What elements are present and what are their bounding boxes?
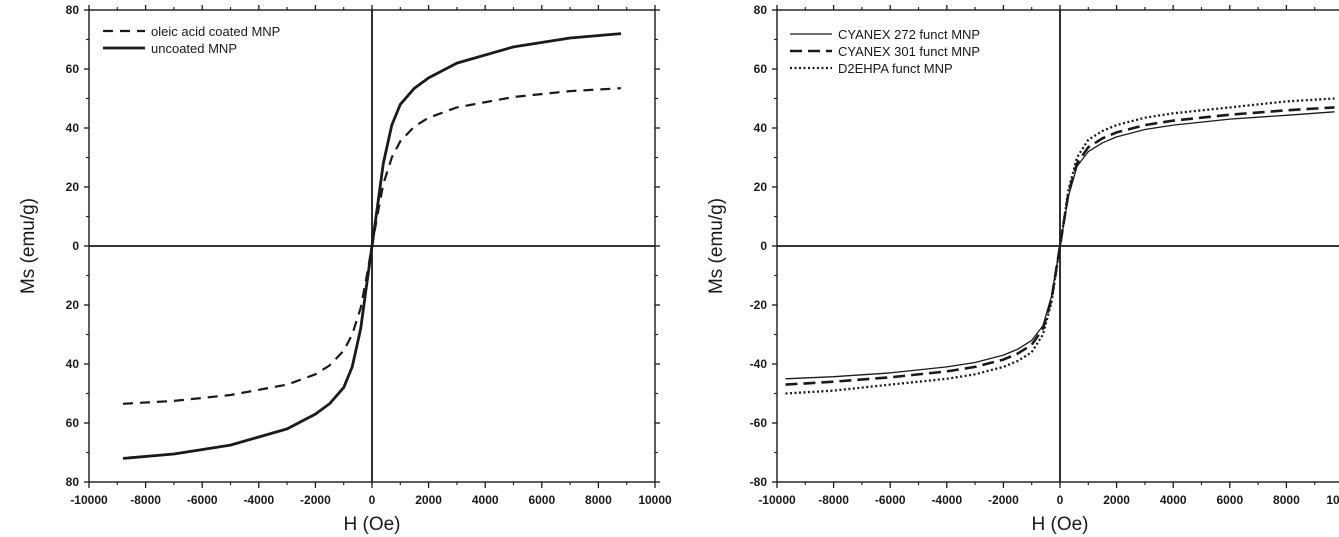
x-tick-label: 8000 bbox=[1273, 493, 1300, 507]
x-tick-label: -4000 bbox=[931, 493, 962, 507]
y-tick-label: 0 bbox=[72, 239, 79, 253]
x-tick-label: -10000 bbox=[758, 493, 796, 507]
x-axis-title: H (Oe) bbox=[344, 514, 401, 535]
chart-left: -10000 -8000 -6000 -4000 -2000 0 2000 4000 6000 8… bbox=[18, 3, 672, 535]
legend-label: oleic acid coated MNP bbox=[151, 24, 280, 39]
x-tick-label: 0 bbox=[1057, 493, 1064, 507]
y-axis-title: Ms (emu/g) bbox=[18, 198, 39, 294]
x-tick-label: 4000 bbox=[472, 493, 499, 507]
x-tick-label: -6000 bbox=[875, 493, 906, 507]
legend-label: D2EHPA funct MNP bbox=[838, 61, 953, 76]
y-tick-label: 40 bbox=[66, 357, 80, 371]
y-tick-label: 60 bbox=[66, 62, 80, 76]
y-tick-label: -60 bbox=[750, 416, 768, 430]
x-tick-label: -6000 bbox=[187, 493, 218, 507]
legend-label: CYANEX 301 funct MNP bbox=[838, 44, 980, 59]
y-tick-label: 80 bbox=[754, 3, 768, 17]
legend-label: uncoated MNP bbox=[151, 41, 237, 56]
x-tick-label: 10000 bbox=[1326, 493, 1339, 507]
x-tick-label: 2000 bbox=[1103, 493, 1130, 507]
y-tick-label: 20 bbox=[754, 180, 768, 194]
series-line-cyanex-272-funct-mnp bbox=[785, 111, 1335, 380]
y-tick-label: 40 bbox=[66, 121, 80, 135]
x-tick-label: -4000 bbox=[243, 493, 274, 507]
x-tick-label: 4000 bbox=[1160, 493, 1187, 507]
y-tick-label: 40 bbox=[754, 121, 768, 135]
x-tick-label: 8000 bbox=[585, 493, 612, 507]
x-tick-label: -10000 bbox=[70, 493, 108, 507]
x-tick-label: 6000 bbox=[528, 493, 555, 507]
series-line-uncoated-mnp bbox=[122, 32, 622, 460]
x-tick-label: 0 bbox=[369, 493, 376, 507]
x-tick-label: -8000 bbox=[130, 493, 161, 507]
x-axis-title: H (Oe) bbox=[1032, 514, 1089, 535]
x-tick-label: 10000 bbox=[638, 493, 672, 507]
x-tick-label: 2000 bbox=[415, 493, 442, 507]
x-tick-label: 6000 bbox=[1216, 493, 1243, 507]
x-tick-label: -8000 bbox=[818, 493, 849, 507]
y-tick-label: 60 bbox=[66, 416, 80, 430]
series-line-d2ehpa-funct-mnp bbox=[785, 97, 1335, 395]
y-tick-label: -40 bbox=[750, 357, 768, 371]
y-axis-title: Ms (emu/g) bbox=[706, 198, 727, 294]
legend-label: CYANEX 272 funct MNP bbox=[838, 27, 980, 42]
y-tick-label: 80 bbox=[66, 3, 80, 17]
y-tick-label: 80 bbox=[66, 475, 80, 489]
series-line-cyanex-301-funct-mnp bbox=[785, 106, 1335, 386]
y-tick-label: 20 bbox=[66, 298, 80, 312]
y-tick-label: 60 bbox=[754, 62, 768, 76]
x-tick-label: -2000 bbox=[988, 493, 1019, 507]
x-tick-label: -2000 bbox=[300, 493, 331, 507]
y-tick-label: -20 bbox=[750, 298, 768, 312]
y-tick-label: 0 bbox=[760, 239, 767, 253]
chart-right: -10000 -8000 -6000 -4000 -2000 0 2000 4000 6000 8… bbox=[706, 3, 1339, 535]
y-tick-label: 20 bbox=[66, 180, 80, 194]
y-tick-label: -80 bbox=[750, 475, 768, 489]
